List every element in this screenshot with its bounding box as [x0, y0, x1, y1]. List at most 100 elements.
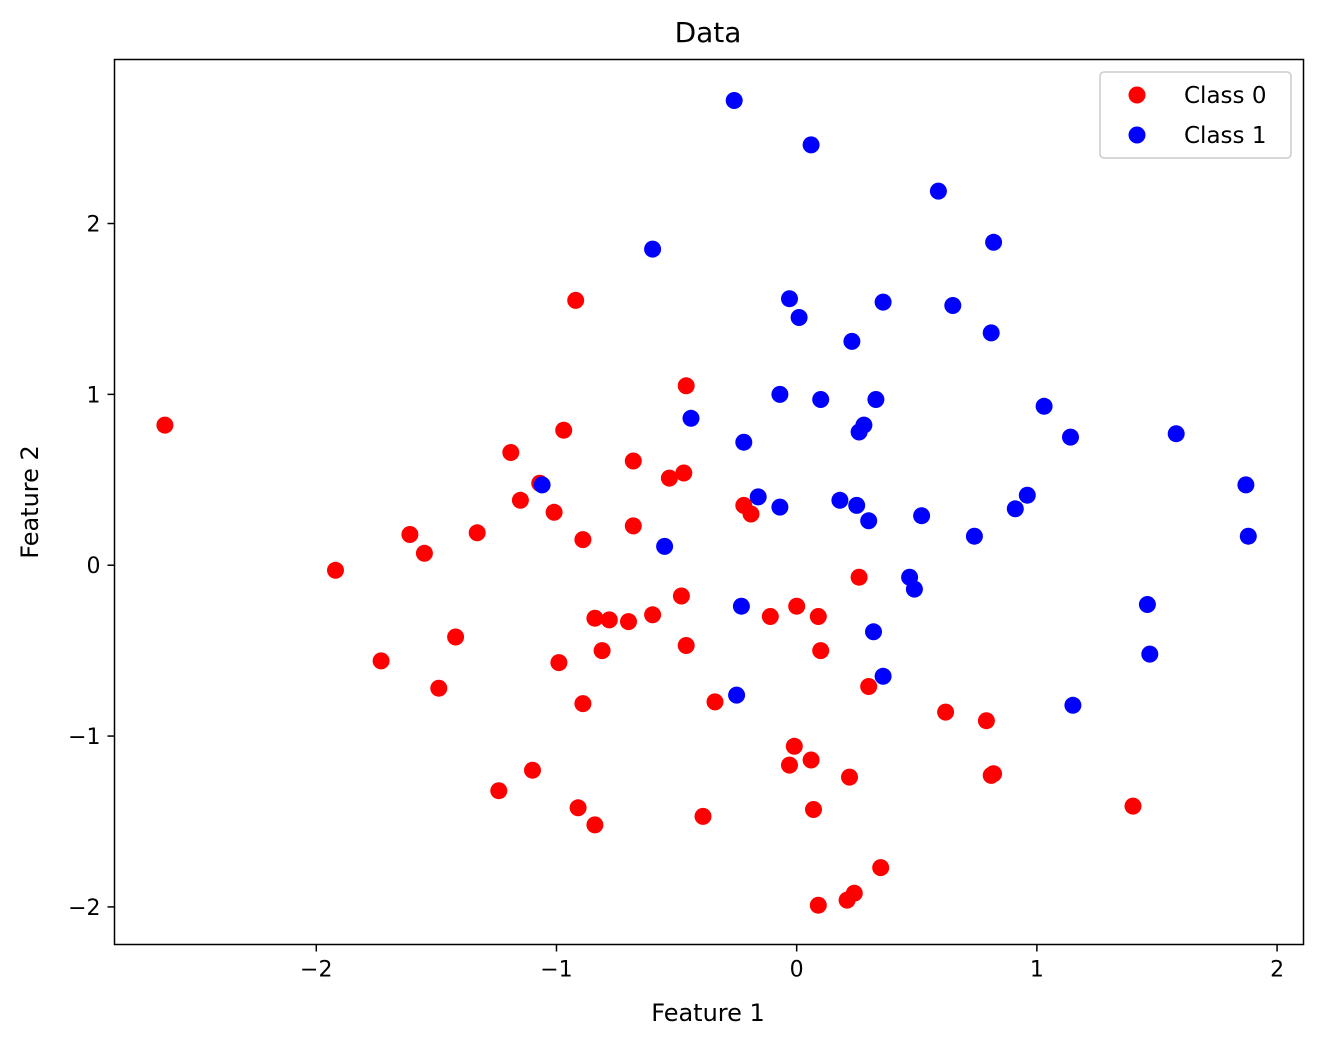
- class-0-point: [555, 421, 573, 439]
- class-0-point: [937, 703, 955, 721]
- class-0-point: [872, 859, 890, 877]
- class-0-point: [430, 679, 448, 697]
- class-1-point: [913, 507, 931, 525]
- class-1-point: [1018, 486, 1036, 504]
- class-0-point: [644, 606, 662, 624]
- x-tick-label: 0: [790, 958, 804, 983]
- class-0-point: [401, 526, 419, 543]
- class-0-point: [1124, 797, 1142, 815]
- legend-label-class-0: Class 0: [1184, 83, 1266, 109]
- chart-title: Data: [675, 16, 742, 49]
- class-1-point: [732, 597, 750, 615]
- class-1-point: [1138, 596, 1156, 613]
- class-0-point: [860, 678, 878, 695]
- x-tick-label: 2: [1270, 958, 1284, 983]
- class-0-point: [415, 544, 433, 562]
- class-1-point: [790, 309, 808, 326]
- class-0-point: [788, 597, 806, 615]
- class-1-point: [812, 391, 830, 408]
- class-0-point: [569, 799, 587, 817]
- class-1-point: [1035, 397, 1053, 415]
- class-0-point: [694, 807, 712, 825]
- class-1-point: [1006, 500, 1024, 518]
- class-1-point: [771, 385, 789, 403]
- y-axis-label: Feature 2: [16, 445, 44, 559]
- plot-area: [156, 92, 1257, 914]
- legend-marker-class-0: [1128, 86, 1146, 104]
- class-0-point: [372, 652, 390, 670]
- class-0-point: [761, 608, 779, 625]
- class-0-point: [567, 291, 585, 309]
- class-1-point: [929, 182, 947, 200]
- class-1-point: [850, 423, 868, 441]
- class-1-point: [533, 476, 551, 494]
- legend-label-class-1: Class 1: [1184, 123, 1266, 149]
- class-1-point: [1237, 476, 1255, 494]
- plot-frame: [113, 58, 1305, 946]
- class-0-point: [327, 561, 344, 579]
- class-1-point: [749, 488, 767, 506]
- class-0-point: [781, 756, 798, 774]
- class-0-point: [447, 628, 465, 646]
- class-0-point: [805, 801, 822, 818]
- class-0-point: [502, 444, 520, 461]
- class-0-point: [586, 609, 604, 627]
- class-0-point: [620, 613, 637, 631]
- x-tick-label: 1: [1030, 958, 1044, 983]
- class-1-point: [965, 527, 983, 545]
- class-0-point: [706, 693, 724, 711]
- x-tick-label: −2: [300, 958, 332, 983]
- class-1-point: [725, 92, 743, 109]
- class-1-point: [848, 496, 866, 514]
- class-1-point: [656, 537, 674, 555]
- class-1-point: [1239, 527, 1257, 545]
- legend-box: [1099, 71, 1292, 159]
- class-1-point: [867, 391, 885, 408]
- x-axis: −2 −1 0 1 2: [300, 944, 1284, 983]
- class-1-point: [860, 512, 878, 530]
- class-1-point: [728, 686, 746, 704]
- class-1-point: [874, 667, 892, 685]
- class-0-point: [550, 654, 568, 672]
- class-0-point: [677, 377, 695, 395]
- y-tick-label: 1: [87, 383, 101, 408]
- class-1-point: [771, 498, 789, 516]
- class-0-point: [524, 761, 541, 779]
- class-0-point: [785, 737, 803, 755]
- class-1-point: [905, 580, 923, 598]
- y-tick-label: 0: [87, 554, 101, 579]
- y-tick-label: −1: [68, 725, 100, 750]
- class-0-point: [624, 452, 642, 470]
- legend-marker-class-1: [1128, 126, 1146, 144]
- class-0-point: [802, 751, 820, 769]
- class-0-point: [593, 642, 611, 660]
- class-0-point: [677, 637, 695, 654]
- class-0-point: [809, 608, 827, 625]
- class-1-point: [1141, 645, 1159, 663]
- legend: Class 0 Class 1: [1099, 71, 1292, 159]
- y-axis: −2 −1 0 1 2: [68, 213, 115, 921]
- class-0-point: [841, 768, 858, 786]
- class-1-point: [944, 297, 962, 314]
- class-0-point: [672, 587, 690, 605]
- class-0-point: [675, 464, 693, 482]
- class-1-point: [982, 324, 1000, 342]
- x-axis-label: Feature 1: [651, 999, 765, 1027]
- class-0-point: [977, 712, 995, 730]
- x-tick-label: −1: [540, 958, 572, 983]
- class-0-point: [574, 531, 592, 549]
- class-1-point: [682, 409, 700, 427]
- class-1-point: [1167, 425, 1185, 443]
- class-1-point: [735, 433, 753, 451]
- y-tick-label: −2: [68, 896, 100, 921]
- class-1-point: [1064, 696, 1082, 714]
- class-1-point: [644, 240, 662, 258]
- class-1-point: [802, 136, 820, 154]
- class-0-point: [624, 517, 642, 535]
- class-0-point: [660, 469, 678, 487]
- class-0-point: [985, 765, 1003, 783]
- class-0-point: [850, 568, 868, 586]
- class-0-point: [545, 503, 563, 521]
- class-0-point: [812, 642, 830, 660]
